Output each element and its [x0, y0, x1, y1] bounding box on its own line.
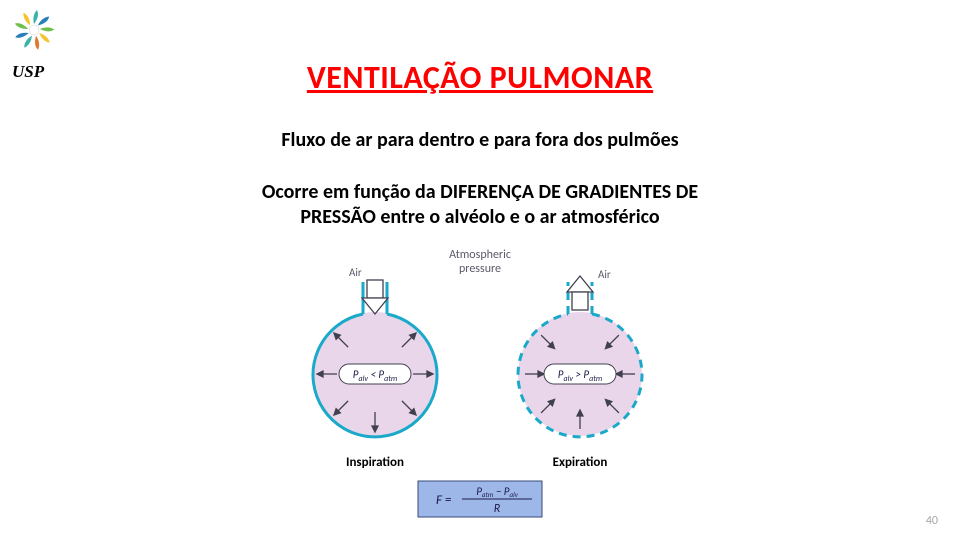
air-label-right: Air — [598, 268, 611, 281]
subtitle: Fluxo de ar para dentro e para fora dos … — [0, 128, 960, 152]
page-title: VENTILAÇÃO PULMONAR — [0, 58, 960, 97]
body-line1: Ocorre em função da DIFERENÇA DE GRADIEN… — [262, 180, 698, 204]
formula-lhs: F = — [436, 493, 452, 508]
expiration-caption: Expiration — [553, 455, 608, 470]
formula-denominator: R — [494, 502, 501, 516]
atmospheric-label-line1: Atmospheric — [449, 248, 511, 262]
inspiration-caption: Inspiration — [346, 455, 404, 470]
air-label-left: Air — [349, 266, 362, 279]
body-text: Ocorre em função da DIFERENÇA DE GRADIEN… — [0, 180, 960, 230]
diagram-svg: Atmospheric pressure — [260, 244, 700, 524]
atmospheric-label-line2: pressure — [459, 262, 501, 276]
ventilation-diagram: Atmospheric pressure — [260, 244, 700, 524]
slide-number: 40 — [926, 514, 938, 528]
body-line2: PRESSÃO entre o alvéolo e o ar atmosféri… — [300, 205, 659, 229]
formula-box: F = Patm − Palv R — [418, 481, 542, 517]
each-logo-icon — [10, 6, 58, 54]
